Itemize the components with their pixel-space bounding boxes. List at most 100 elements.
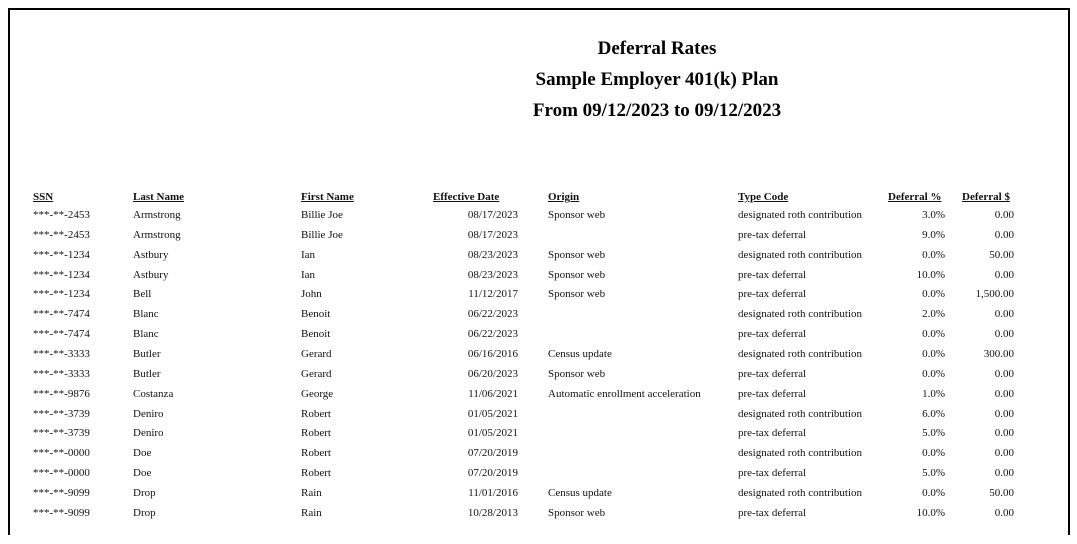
table-cell: 07/20/2019 <box>467 467 518 480</box>
table-cell: ***-**-7474 <box>33 308 90 321</box>
table-cell: pre-tax deferral <box>738 328 807 341</box>
table-cell: Doe <box>133 467 152 480</box>
table-cell: ***-**-0000 <box>33 467 90 480</box>
table-cell: Drop <box>133 486 156 499</box>
table-cell: Robert <box>301 447 331 460</box>
table-cell: 300.00 <box>983 347 1014 360</box>
table-cell: 5.0% <box>922 427 945 440</box>
table-cell: Census update <box>548 347 612 360</box>
table-cell: ***-**-0000 <box>33 447 90 460</box>
table-cell: George <box>301 387 334 400</box>
table-cell: 0.00 <box>994 268 1014 281</box>
table-cell: ***-**-1234 <box>33 288 90 301</box>
report: Deferral Rates Sample Employer 401(k) Pl… <box>8 8 1070 535</box>
table-cell: Doe <box>133 447 152 460</box>
table-cell: 11/01/2016 <box>468 486 518 499</box>
table-cell: Astbury <box>133 268 169 281</box>
table-cell: pre-tax deferral <box>738 427 807 440</box>
table-cell: 0.0% <box>922 328 945 341</box>
table-cell: ***-**-3739 <box>33 427 90 440</box>
table-cell: 08/17/2023 <box>467 209 518 221</box>
table-cell: 0.0% <box>922 447 945 460</box>
table-cell: Sponsor web <box>548 367 606 380</box>
table-cell: Sponsor web <box>548 268 606 281</box>
table-cell: Census update <box>548 486 612 499</box>
report-title: Deferral Rates <box>597 38 717 59</box>
table-cell: Sponsor web <box>548 248 606 261</box>
table-cell: ***-**-3739 <box>33 407 90 420</box>
table-cell: 07/20/2019 <box>467 447 518 460</box>
table-cell: 08/17/2023 <box>467 228 518 241</box>
table-cell: 10/28/2013 <box>467 506 518 519</box>
table-cell: designated roth contribution <box>738 407 863 420</box>
table-cell: Rain <box>301 486 322 499</box>
table-cell: 0.0% <box>922 248 945 261</box>
table-cell: 0.00 <box>994 328 1014 341</box>
table-cell: 11/06/2021 <box>468 387 518 400</box>
table-cell: Robert <box>301 467 331 480</box>
table-cell: pre-tax deferral <box>738 367 807 380</box>
column-header: Last Name <box>133 191 185 203</box>
table-cell: ***-**-9099 <box>33 486 90 499</box>
table-cell: pre-tax deferral <box>738 288 807 301</box>
table-cell: Billie Joe <box>301 209 343 221</box>
table-cell: 50.00 <box>989 248 1014 261</box>
table-cell: Astbury <box>133 248 169 261</box>
table-cell: 0.00 <box>994 447 1014 460</box>
table-cell: 06/22/2023 <box>467 308 518 321</box>
table-cell: Gerard <box>301 367 332 380</box>
table-cell: Bell <box>133 288 152 301</box>
table-cell: Costanza <box>133 387 174 400</box>
table-cell: 1.0% <box>922 387 945 400</box>
table-cell: 0.00 <box>994 467 1014 480</box>
table-cell: 9.0% <box>922 228 945 241</box>
column-header: Deferral $ <box>962 191 1010 203</box>
table-cell: Gerard <box>301 347 332 360</box>
table-cell: Blanc <box>133 308 159 321</box>
table-cell: Armstrong <box>133 209 181 221</box>
table-cell: John <box>301 288 322 301</box>
table-cell: 2.0% <box>922 308 945 321</box>
table-cell: 06/20/2023 <box>467 367 518 380</box>
table-cell: 01/05/2021 <box>467 407 518 420</box>
table-cell: Butler <box>133 347 161 360</box>
table-cell: 5.0% <box>922 467 945 480</box>
table-cell: designated roth contribution <box>738 347 863 360</box>
table-cell: 08/23/2023 <box>467 268 518 281</box>
table-cell: 10.0% <box>916 268 945 281</box>
column-header: Origin <box>548 191 580 203</box>
report-date-range: From 09/12/2023 to 09/12/2023 <box>532 100 782 121</box>
column-header: Type Code <box>738 191 789 203</box>
table-cell: 0.00 <box>994 427 1014 440</box>
table-cell: designated roth contribution <box>738 308 863 321</box>
table-cell: 6.0% <box>922 407 945 420</box>
table-cell: Benoit <box>301 308 331 321</box>
table-cell: 0.0% <box>922 347 945 360</box>
report-subtitle: Sample Employer 401(k) Plan <box>535 69 779 90</box>
table-cell: Rain <box>301 506 322 519</box>
table-cell: 01/05/2021 <box>467 427 518 440</box>
table-cell: 0.00 <box>994 367 1014 380</box>
table-cell: Ian <box>301 248 316 261</box>
column-header: Effective Date <box>433 191 500 203</box>
table-cell: ***-**-2453 <box>33 209 90 221</box>
table-cell: pre-tax deferral <box>738 268 807 281</box>
table-cell: 06/16/2016 <box>467 347 518 360</box>
table-cell: 50.00 <box>989 486 1014 499</box>
table-cell: Sponsor web <box>548 288 606 301</box>
table-cell: Robert <box>301 407 331 420</box>
table-cell: designated roth contribution <box>738 486 863 499</box>
table-cell: Benoit <box>301 328 331 341</box>
table-cell: Blanc <box>133 328 159 341</box>
table-cell: pre-tax deferral <box>738 387 807 400</box>
table-cell: ***-**-2453 <box>33 228 90 241</box>
table-cell: 11/12/2017 <box>468 288 518 301</box>
table-cell: 08/23/2023 <box>467 248 518 261</box>
table-cell: 0.00 <box>994 506 1014 519</box>
table-cell: Ian <box>301 268 316 281</box>
table-cell: Deniro <box>133 427 164 440</box>
table-cell: Sponsor web <box>548 506 606 519</box>
table-cell: pre-tax deferral <box>738 467 807 480</box>
table-cell: Deniro <box>133 407 164 420</box>
